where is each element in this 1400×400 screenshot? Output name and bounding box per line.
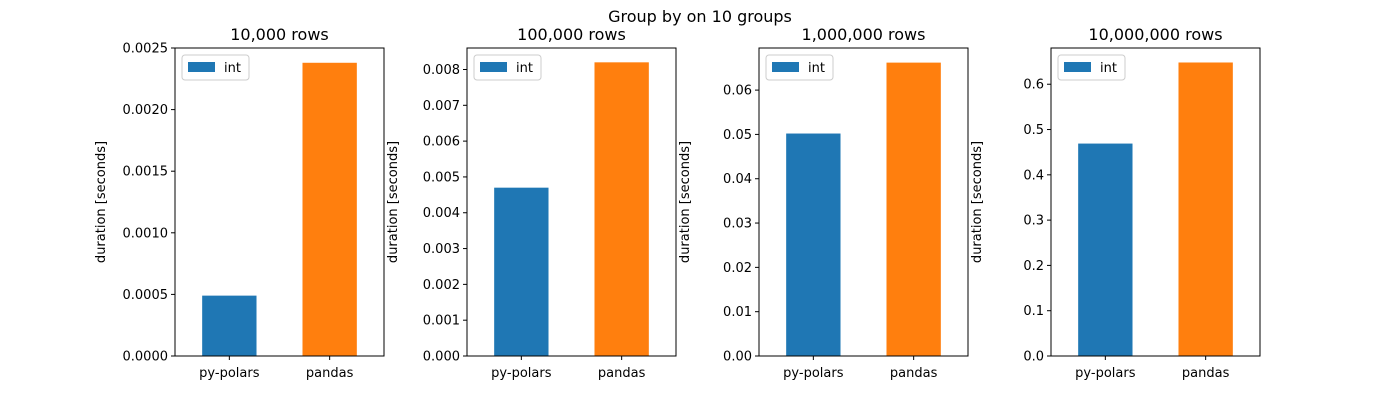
subplot-title: 10,000 rows — [230, 25, 329, 44]
y-tick-label: 0.0015 — [123, 165, 169, 180]
bar-pandas — [1178, 62, 1233, 357]
y-tick-label: 0.000 — [423, 350, 460, 365]
axes-frame — [1050, 47, 1261, 357]
y-tick-label: 0.0 — [1023, 350, 1044, 365]
legend-frame — [1057, 54, 1126, 81]
subplot-2: 0.000 0.001 0.002 0.003 0.004 0.005 0.006 0.007… — [386, 25, 677, 381]
subplots: 0.0000 0.0005 0.0010 0.0015 0.0020 0.0025 py-p… — [94, 25, 1261, 381]
legend-swatch — [772, 62, 799, 72]
legend-frame — [473, 54, 542, 81]
legend-label: int — [808, 61, 825, 76]
x-tick-label: py-polars — [1075, 366, 1136, 381]
x-tick-label: py-polars — [491, 366, 552, 381]
legend-swatch — [188, 62, 215, 72]
bar-py-polars — [1078, 143, 1133, 356]
y-axis-label: duration [seconds] — [678, 141, 693, 263]
legend: int — [181, 54, 250, 81]
y-tick-label: 0.0005 — [123, 288, 169, 303]
x-tick-label: pandas — [890, 366, 938, 381]
y-tick-label: 0.006 — [423, 135, 460, 150]
y-tick-label: 0.1 — [1023, 304, 1044, 319]
legend-swatch — [480, 62, 507, 72]
y-tick-label: 0.00 — [723, 350, 752, 365]
figure-title: Group by on 10 groups — [608, 7, 792, 26]
y-tick-label: 0.0000 — [123, 350, 169, 365]
axes-frame — [466, 47, 677, 357]
y-tick-label: 0.3 — [1023, 214, 1044, 229]
y-tick-label: 0.005 — [423, 170, 460, 185]
y-tick-label: 0.0010 — [123, 226, 169, 241]
y-axis-label: duration [seconds] — [94, 141, 109, 263]
subplot-1: 0.0000 0.0005 0.0010 0.0015 0.0020 0.0025 py-p… — [94, 25, 385, 381]
subplot-4: 0.0 0.1 0.2 0.3 0.4 0.5 0.6 py-polars pandas 10,0… — [970, 25, 1261, 381]
y-tick-label: 0.4 — [1023, 168, 1044, 183]
x-tick-label: py-polars — [199, 366, 260, 381]
x-tick-label: pandas — [1182, 366, 1230, 381]
y-tick-label: 0.02 — [723, 261, 752, 276]
legend: int — [473, 54, 542, 81]
y-axis-label: duration [seconds] — [970, 141, 985, 263]
x-tick-label: pandas — [598, 366, 646, 381]
y-tick-label: 0.06 — [723, 84, 752, 99]
axes-frame — [174, 47, 385, 357]
y-tick-label: 0.01 — [723, 305, 752, 320]
legend-frame — [181, 54, 250, 81]
legend-label: int — [224, 61, 241, 76]
legend-swatch — [1064, 62, 1091, 72]
bar-py-polars — [786, 133, 841, 356]
subplot-3: 0.00 0.01 0.02 0.03 0.04 0.05 0.06 py-polars pan… — [678, 25, 969, 381]
y-tick-label: 0.001 — [423, 314, 460, 329]
y-tick-label: 0.6 — [1023, 78, 1044, 93]
y-tick-label: 0.0020 — [123, 103, 169, 118]
y-tick-label: 0.008 — [423, 63, 460, 78]
legend-label: int — [516, 61, 533, 76]
y-tick-label: 0.03 — [723, 217, 752, 232]
bar-py-polars — [494, 187, 549, 356]
y-tick-label: 0.007 — [423, 99, 460, 114]
legend: int — [1057, 54, 1126, 81]
bar-pandas — [594, 62, 649, 356]
y-tick-label: 0.5 — [1023, 123, 1044, 138]
x-tick-label: pandas — [306, 366, 354, 381]
legend-frame — [765, 54, 834, 81]
y-tick-label: 0.004 — [423, 206, 460, 221]
bar-pandas — [302, 62, 357, 356]
subplot-title: 1,000,000 rows — [802, 25, 926, 44]
y-tick-label: 0.05 — [723, 128, 752, 143]
subplot-title: 10,000,000 rows — [1088, 25, 1222, 44]
legend: int — [765, 54, 834, 81]
y-axis-label: duration [seconds] — [386, 141, 401, 263]
y-tick-label: 0.2 — [1023, 259, 1044, 274]
bar-pandas — [886, 62, 941, 357]
y-tick-label: 0.003 — [423, 242, 460, 257]
bar-py-polars — [202, 295, 257, 356]
subplot-title: 100,000 rows — [517, 25, 626, 44]
y-tick-label: 0.04 — [723, 172, 752, 187]
axes-frame — [758, 47, 969, 357]
legend-label: int — [1100, 61, 1117, 76]
y-tick-label: 0.002 — [423, 278, 460, 293]
y-tick-label: 0.0025 — [123, 42, 169, 57]
x-tick-label: py-polars — [783, 366, 844, 381]
